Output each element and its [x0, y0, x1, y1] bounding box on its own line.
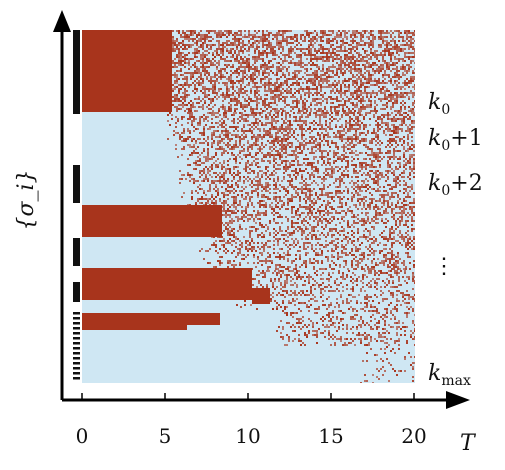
- row-label-vdots: ⋮: [433, 254, 455, 279]
- spin-column: [73, 30, 80, 302]
- x-axis-arrow: [446, 391, 470, 409]
- x-tick-label-20: 20: [401, 424, 426, 448]
- x-tick-label-10: 10: [235, 424, 260, 448]
- x-tick-label-0: 0: [76, 424, 89, 448]
- noise-layer: [142, 30, 415, 383]
- band-k0plus3-step: [252, 288, 270, 304]
- band-k0-red: [82, 30, 172, 112]
- x-axis-label: T: [460, 431, 477, 456]
- spin-stripes: [73, 312, 80, 380]
- band-k0plus3-red: [82, 268, 252, 300]
- y-axis-arrow: [53, 10, 71, 32]
- row-label-k0plus2: k0+2: [428, 171, 483, 199]
- band-k0plus2-red: [82, 205, 222, 237]
- y-axis-label: {σ_i}: [14, 169, 39, 230]
- x-tick-label-5: 5: [159, 424, 172, 448]
- row-label-k0plus1: k0+1: [428, 126, 483, 154]
- row-label-k0: k0: [428, 90, 450, 118]
- row-label-kmax: kmax: [428, 361, 471, 389]
- band-k0plus4-tail: [82, 322, 187, 330]
- x-ticks: [81, 393, 415, 400]
- x-tick-label-15: 15: [318, 424, 343, 448]
